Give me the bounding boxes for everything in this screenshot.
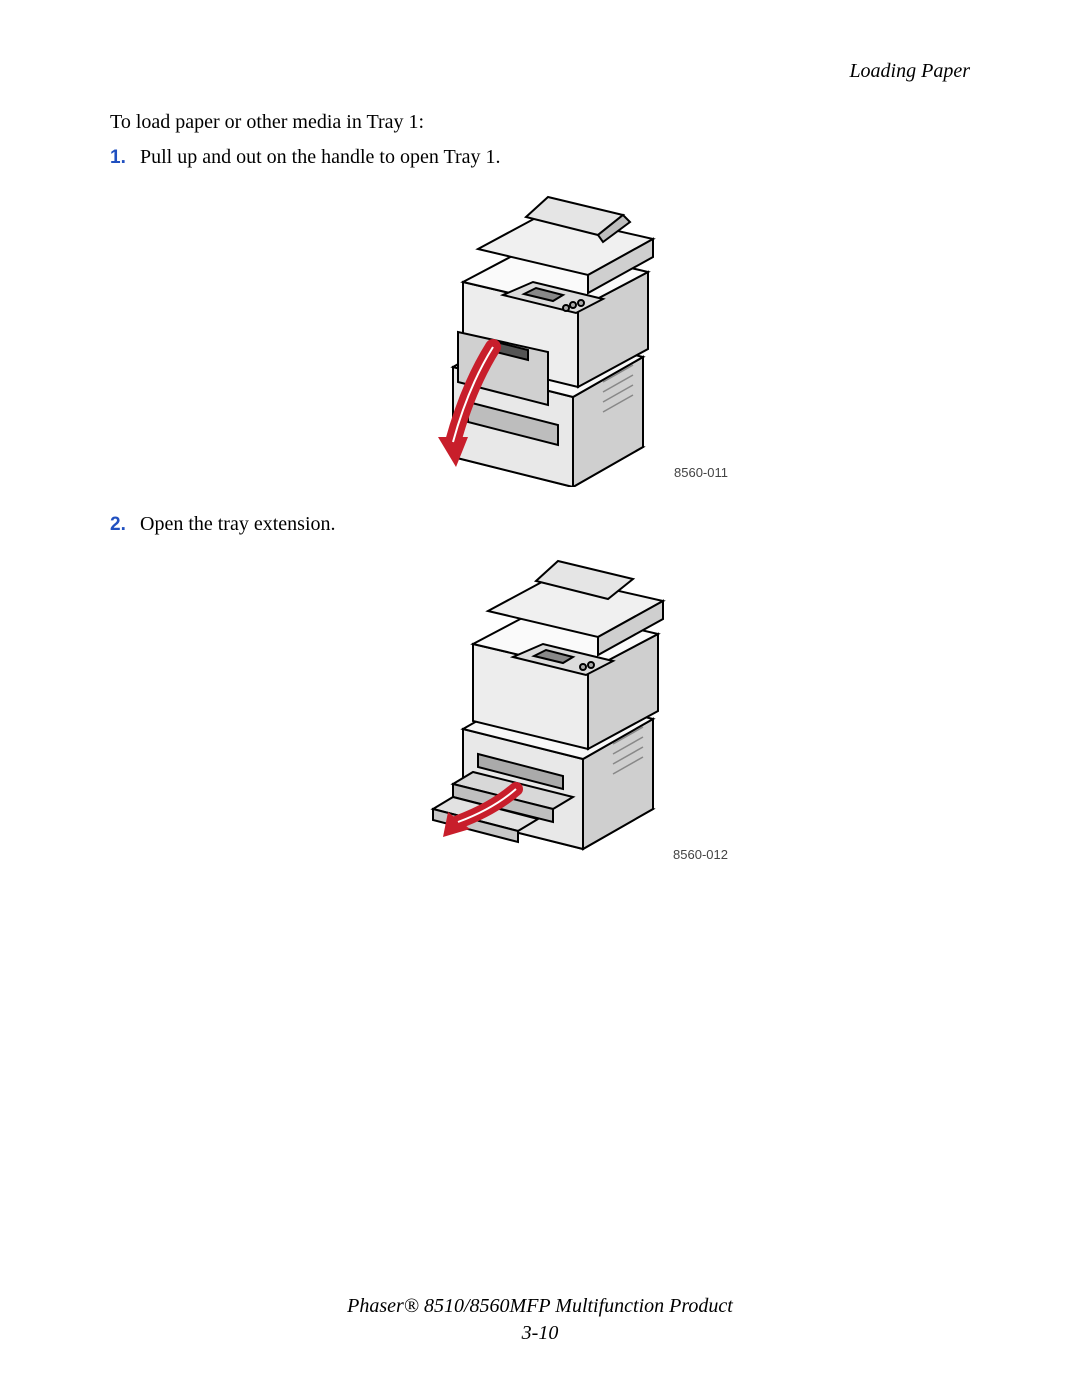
intro-text: To load paper or other media in Tray 1: bbox=[110, 111, 970, 134]
printer-illustration-2 bbox=[398, 554, 683, 864]
page-header-section: Loading Paper bbox=[110, 60, 970, 83]
step-2-row: 2. Open the tray extension. bbox=[110, 513, 970, 536]
step-1-number: 1. bbox=[110, 147, 130, 169]
step-1-row: 1. Pull up and out on the handle to open… bbox=[110, 146, 970, 169]
figure-1-caption: 8560-011 bbox=[674, 465, 728, 480]
figure-1-block: 8560-011 bbox=[110, 187, 970, 495]
footer-page-number: 3-10 bbox=[0, 1320, 1080, 1347]
step-2-number: 2. bbox=[110, 514, 130, 536]
figure-2-caption: 8560-012 bbox=[673, 847, 728, 862]
page-footer: Phaser® 8510/8560MFP Multifunction Produ… bbox=[0, 1293, 1080, 1347]
figure-2-block: 8560-012 bbox=[110, 554, 970, 874]
step-1-text: Pull up and out on the handle to open Tr… bbox=[140, 146, 501, 169]
section-title: Loading Paper bbox=[849, 60, 970, 82]
printer-illustration-1 bbox=[398, 187, 683, 487]
footer-product: Phaser® 8510/8560MFP Multifunction Produ… bbox=[0, 1293, 1080, 1320]
step-2-text: Open the tray extension. bbox=[140, 513, 336, 536]
